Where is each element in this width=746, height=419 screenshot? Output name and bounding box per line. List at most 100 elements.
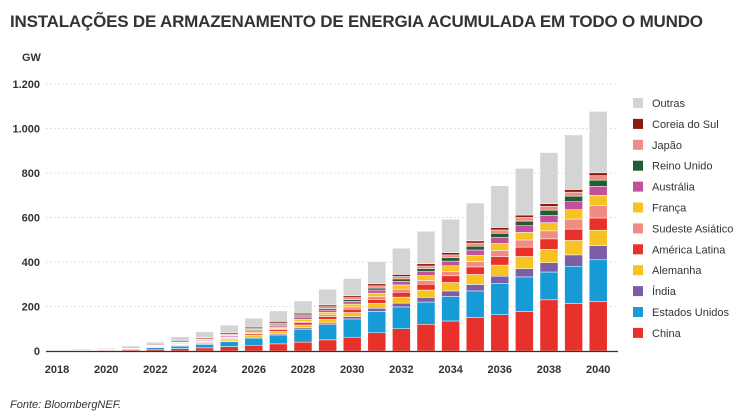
bar-segment <box>416 280 436 285</box>
bar-segment <box>539 206 559 211</box>
bar-segment <box>219 324 239 334</box>
bar-segment <box>269 331 288 335</box>
bar-segment <box>564 201 583 210</box>
bar-segment <box>515 311 534 352</box>
bar-segment <box>293 341 313 352</box>
bar-segment <box>564 195 583 202</box>
bar-stack <box>515 168 534 352</box>
bar-segment <box>367 292 387 297</box>
bar-segment <box>96 347 116 349</box>
bar-segment <box>490 185 510 228</box>
bar-segment <box>490 264 510 277</box>
bar-segment <box>515 214 534 218</box>
bar-segment <box>342 318 362 338</box>
bar-segment <box>539 152 559 204</box>
bar-segment <box>367 308 387 312</box>
bar-segment <box>539 209 559 216</box>
x-tick-label: 2036 <box>488 364 512 376</box>
legend-label: Reino Unido <box>652 161 713 173</box>
bar-segment <box>293 328 313 343</box>
bar-segment <box>539 215 559 223</box>
bar-segment <box>539 271 559 301</box>
bar-segment <box>318 314 337 317</box>
bar-segment <box>170 345 190 349</box>
y-tick-label: 1.200 <box>12 79 40 91</box>
bar-segment <box>539 262 559 273</box>
bar-segment <box>342 303 362 308</box>
bar-segment <box>465 245 485 251</box>
bar-segment <box>588 205 608 219</box>
bar-stack <box>269 310 288 352</box>
bar-segment <box>441 320 460 352</box>
bar-stack <box>72 348 91 352</box>
bar-segment <box>342 297 362 300</box>
bar-segment <box>392 288 411 293</box>
bar-stack <box>490 185 510 352</box>
bar-segment <box>392 281 411 286</box>
y-tick-label: 200 <box>22 302 40 314</box>
bar-segment <box>367 303 387 309</box>
legend-swatch <box>633 98 643 108</box>
x-tick-label: 2030 <box>340 364 364 376</box>
bar-segment <box>490 283 510 315</box>
bar-segment <box>588 195 608 206</box>
bar-segment <box>564 303 583 352</box>
legend-swatch <box>633 265 643 276</box>
bar-segment <box>367 283 387 287</box>
legend-swatch <box>633 118 643 129</box>
y-tick-label: 1.000 <box>12 124 40 136</box>
y-axis-ticks: 0 200 400 600 800 1.000 1.200 <box>12 79 40 358</box>
legend-label: Coreia do Sul <box>652 119 719 131</box>
bar-stack <box>318 288 337 352</box>
bar-segment <box>588 259 608 302</box>
bar-segment <box>515 220 534 226</box>
bar-segment <box>416 271 436 276</box>
bar-segment <box>367 296 387 300</box>
bar-segment <box>293 317 313 320</box>
bar-segment <box>195 347 214 352</box>
x-tick-label: 2024 <box>192 364 217 376</box>
bar-segment <box>293 319 313 322</box>
bar-segment <box>416 275 436 281</box>
bar-segment <box>539 222 559 232</box>
legend-item: Japão <box>633 139 682 152</box>
bar-segment <box>465 274 485 285</box>
legend-item: América Latina <box>633 244 726 256</box>
legend: Outras Coreia do Sul Japão Reino Unido Austr… <box>633 98 733 340</box>
x-tick-label: 2020 <box>94 364 118 376</box>
bar-stack <box>392 247 411 352</box>
bar-segment <box>539 249 559 263</box>
bar-segment <box>342 299 362 302</box>
bar-segment <box>269 329 288 332</box>
bar-segment <box>416 265 436 269</box>
bar-segment <box>269 310 288 322</box>
bar-segment <box>588 179 608 187</box>
bar-segment <box>244 337 264 346</box>
legend-label: França <box>652 203 687 215</box>
bar-segment <box>342 301 362 305</box>
legend-swatch <box>633 139 643 150</box>
bar-segment <box>318 304 337 307</box>
bar-segment <box>416 324 436 352</box>
bar-segment <box>441 275 460 283</box>
legend-label: Austrália <box>652 182 696 194</box>
bar-segment <box>269 343 288 352</box>
bar-segment <box>392 284 411 290</box>
bar-segment <box>465 255 485 262</box>
bar-segment <box>515 232 534 241</box>
bar-segment <box>490 227 510 231</box>
bar-segment <box>219 346 239 352</box>
bars <box>47 111 608 352</box>
bar-segment <box>490 250 510 257</box>
bar-segment <box>342 295 362 298</box>
bar-segment <box>121 345 141 348</box>
bar-segment <box>318 312 337 315</box>
bar-segment <box>539 230 559 240</box>
bar-stack <box>539 152 559 352</box>
legend-swatch <box>633 327 643 338</box>
bar-segment <box>441 219 460 253</box>
legend-item: França <box>633 202 687 215</box>
bar-segment <box>416 284 436 291</box>
bar-stack <box>465 202 485 352</box>
y-tick-label: 800 <box>22 168 40 180</box>
